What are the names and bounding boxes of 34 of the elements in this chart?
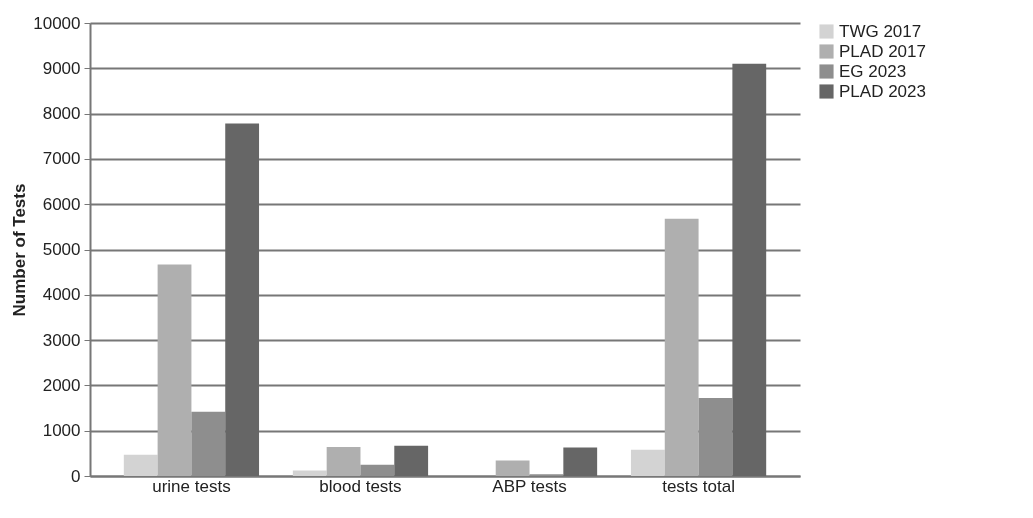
- y-tick-label: 4000: [42, 285, 81, 305]
- bar: [394, 445, 429, 476]
- bar: [225, 123, 260, 476]
- bar: [732, 63, 767, 476]
- bar: [191, 411, 226, 476]
- y-tick-label: 5000: [42, 240, 81, 259]
- bar: [630, 449, 665, 476]
- x-tick-label: blood tests: [319, 476, 402, 496]
- y-tick-label: 8000: [42, 104, 81, 124]
- y-tick-label: 6000: [42, 194, 81, 214]
- y-axis-title: Number of Tests: [10, 183, 30, 317]
- bar: [326, 447, 361, 476]
- bar: [698, 398, 733, 476]
- bar: [563, 447, 598, 476]
- x-tick-label: urine tests: [152, 476, 231, 496]
- legend-label: TWG 2017: [839, 21, 922, 41]
- x-tick-label: tests total: [662, 476, 735, 496]
- y-tick-label: 1000: [42, 421, 81, 441]
- y-tick-label: 7000: [42, 149, 81, 169]
- y-tick-label: 10000: [33, 13, 81, 33]
- y-tick-label: 2000: [42, 375, 81, 395]
- x-tick-label: ABP tests: [492, 476, 567, 496]
- legend-label: EG 2023: [839, 61, 907, 81]
- bar: [664, 218, 699, 476]
- bar: [292, 470, 327, 476]
- bar: [495, 460, 530, 476]
- legend-label: PLAD 2023: [839, 81, 926, 101]
- bar: [157, 264, 192, 476]
- y-tick-label: 3000: [42, 330, 81, 350]
- y-tick-label: 0: [71, 466, 81, 486]
- y-tick-label: 9000: [42, 58, 81, 78]
- bar: [123, 454, 158, 476]
- legend-label: PLAD 2017: [839, 41, 926, 61]
- bar: [360, 464, 395, 476]
